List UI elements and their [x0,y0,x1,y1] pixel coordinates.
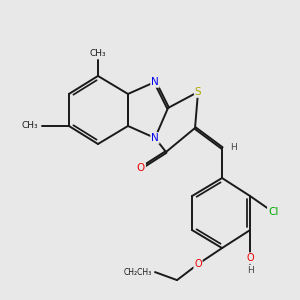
Text: S: S [195,87,201,97]
Text: Cl: Cl [268,207,278,217]
Text: CH₂CH₃: CH₂CH₃ [124,268,152,277]
Text: O: O [137,163,145,173]
Text: N: N [151,77,159,87]
Text: H: H [247,266,254,274]
Text: O: O [194,259,202,269]
Text: CH₃: CH₃ [90,49,106,58]
Text: O: O [246,253,254,263]
Text: H: H [230,143,236,152]
Text: CH₃: CH₃ [22,122,39,130]
Text: N: N [151,133,159,143]
